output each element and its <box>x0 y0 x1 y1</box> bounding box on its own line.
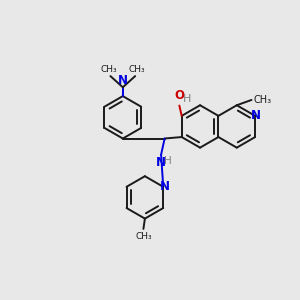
Text: CH₃: CH₃ <box>128 65 145 74</box>
Text: CH₃: CH₃ <box>254 95 272 105</box>
Text: N: N <box>251 109 261 122</box>
Text: H: H <box>164 156 171 166</box>
Text: H: H <box>183 94 191 104</box>
Text: CH₃: CH₃ <box>135 232 152 241</box>
Text: O: O <box>174 89 184 102</box>
Text: N: N <box>159 180 170 193</box>
Text: N: N <box>118 74 128 87</box>
Text: N: N <box>155 156 166 169</box>
Text: CH₃: CH₃ <box>101 65 117 74</box>
